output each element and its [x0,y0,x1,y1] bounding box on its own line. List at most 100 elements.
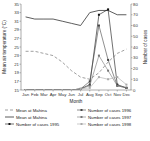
y-tick [20,90,22,91]
y-tick-label: 33 [14,10,19,15]
legend-swatch [77,110,86,111]
series-marker [80,88,82,90]
y-axis-label: Mean air temperature (°C) [2,20,7,74]
series-line [26,9,127,90]
y-tick-label: 29 [14,27,19,32]
x-tick-label: May [58,92,67,97]
y2-tick-label: 80 [133,2,138,7]
series-marker [52,89,54,90]
y2-axis [131,4,132,90]
series-marker [25,89,27,90]
y-tick [20,21,22,22]
series-marker [98,14,100,16]
y2-tick-label: 10 [133,77,138,82]
series-marker [89,80,91,82]
series-marker [80,88,82,90]
series-marker [25,89,27,90]
y-tick-label: 23 [14,53,19,58]
series-marker [107,8,109,10]
series-marker [52,89,54,90]
x-tick-label: Apr [50,92,57,97]
series-marker [80,88,82,90]
y2-tick-label: 0 [133,88,136,93]
y-tick [20,12,22,13]
y2-tick-label: 30 [133,55,138,60]
y-tick [20,4,22,5]
x-tick-label: Feb [31,92,39,97]
series-marker [52,89,54,90]
y2-tick-label: 70 [133,12,138,17]
series-marker [125,87,127,89]
y-tick [20,81,22,82]
legend-label: Number of cases 1997 [88,115,132,120]
chart: 151719212325272931333501020304050607080J… [0,0,150,141]
series-marker [98,76,100,78]
legend-label: Number of cases 1996 [88,108,132,113]
series-marker [125,87,127,89]
x-axis-label: Month [70,99,83,104]
legend-marker [81,123,83,125]
series-marker [34,89,36,90]
legend-label: Number of cases 1995 [16,122,60,127]
series-marker [34,89,36,90]
legend-swatch [77,124,86,125]
x-tick-label: Nov [113,92,121,97]
series-marker [107,78,109,80]
series-marker [61,89,63,90]
y-tick-label: 27 [14,36,19,41]
y-tick-label: 31 [14,19,19,24]
x-tick-label: Sep [95,92,103,97]
series-marker [70,89,72,90]
y-tick [20,64,22,65]
legend-marker [9,123,11,125]
y-tick-label: 21 [14,62,19,67]
series-marker [61,89,63,90]
y-tick [20,47,22,48]
y-tick-label: 25 [14,45,19,50]
x-tick-label: Jun [68,92,76,97]
series-marker [98,55,100,57]
x-tick-label: Mar [40,92,48,97]
series-marker [43,89,45,90]
legend-label: Number of cases 1998 [88,122,132,127]
series-marker [34,89,36,90]
y2-tick-label: 40 [133,45,138,50]
series-marker [125,87,127,89]
y-tick [20,29,22,30]
series-line [26,77,127,90]
series-line [26,10,127,25]
series-marker [34,89,36,90]
legend-marker [81,109,83,111]
y-axis [21,4,22,90]
legend-swatch [77,117,86,118]
x-tick-label: Jul [78,92,84,97]
plot-area [25,8,128,90]
y-tick [20,38,22,39]
series-marker [70,89,72,90]
legend-marker [81,116,83,118]
legend-label: Mean at Mahina [16,108,47,113]
x-tick-label: Oct [105,92,112,97]
series-marker [61,89,63,90]
y2-tick-label: 60 [133,23,138,28]
y2-tick-label: 20 [133,66,138,71]
series-marker [43,89,45,90]
legend-swatch [5,110,14,111]
y2-axis-label: Number of cases [143,29,148,64]
series-marker [25,89,27,90]
series-marker [70,89,72,90]
y-tick-label: 17 [14,79,19,84]
y-tick [20,72,22,73]
series-marker [125,84,127,86]
series-marker [116,85,118,87]
series-marker [61,89,63,90]
series-marker [25,89,27,90]
legend-swatch [5,124,14,125]
legend-label: Mean at Mahina [16,115,47,120]
series-marker [98,25,100,27]
x-tick-label: Dec [123,92,131,97]
series-marker [52,89,54,90]
y-tick-label: 19 [14,70,19,75]
series-line [26,26,127,91]
legend-swatch [5,117,14,118]
